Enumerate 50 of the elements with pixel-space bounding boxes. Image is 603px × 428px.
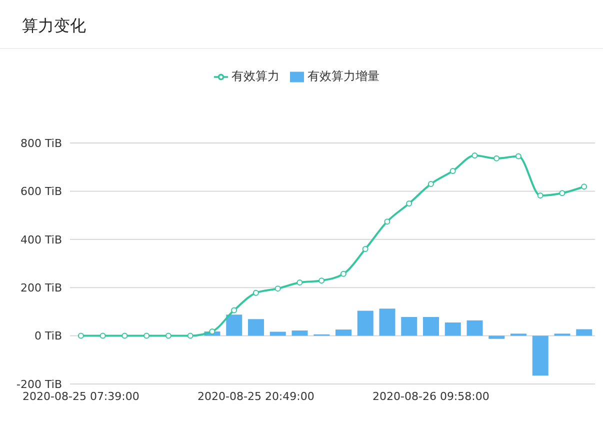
x-tick-label: 2020-08-25 07:39:00: [22, 390, 140, 403]
point: [165, 332, 172, 339]
point: [494, 155, 500, 162]
point: [362, 246, 368, 252]
bar: [379, 308, 396, 336]
point: [581, 184, 588, 190]
point: [340, 270, 346, 277]
point: [450, 168, 456, 174]
point: [144, 332, 150, 339]
point: [78, 332, 84, 339]
point: [515, 153, 522, 160]
y-tick-label: 200 TiB: [20, 282, 62, 295]
bar: [336, 330, 352, 336]
y-tick-label: 600 TiB: [20, 185, 62, 198]
y-tick-label: 800 TiB: [20, 136, 62, 150]
point: [384, 218, 390, 225]
point: [406, 200, 412, 206]
x-tick-label: 2020-08-26 09:58:00: [372, 390, 490, 403]
bar: [488, 336, 505, 339]
point: [231, 307, 238, 314]
point: [559, 190, 566, 196]
y-tick-label: -200 TiB: [16, 378, 62, 391]
bar: [248, 319, 264, 336]
bar: [226, 314, 242, 336]
legend-label: 有效算力增量: [308, 69, 380, 83]
x-tick-label: 2020-08-25 20:49:00: [198, 390, 314, 403]
point: [472, 152, 478, 159]
point: [318, 278, 325, 284]
point: [274, 286, 281, 292]
point: [209, 328, 216, 334]
bar: [401, 317, 418, 336]
point: [100, 332, 106, 339]
bar: [357, 310, 374, 336]
bar: [532, 336, 548, 376]
bar: [270, 332, 286, 336]
point: [428, 180, 434, 187]
point: [187, 332, 194, 339]
point: [537, 192, 544, 199]
y-tick-label: 0 TiB: [34, 330, 62, 343]
point: [296, 280, 303, 286]
bar: [444, 322, 461, 336]
bar: [466, 320, 483, 336]
bar: [292, 330, 308, 336]
point: [122, 332, 128, 339]
y-tick-label: 400 TiB: [20, 233, 62, 246]
chart-title: 算力变化: [22, 16, 86, 37]
point: [252, 290, 259, 296]
bar: [423, 317, 439, 336]
bar: [576, 329, 592, 336]
legend-label: 有效算力: [232, 69, 280, 83]
